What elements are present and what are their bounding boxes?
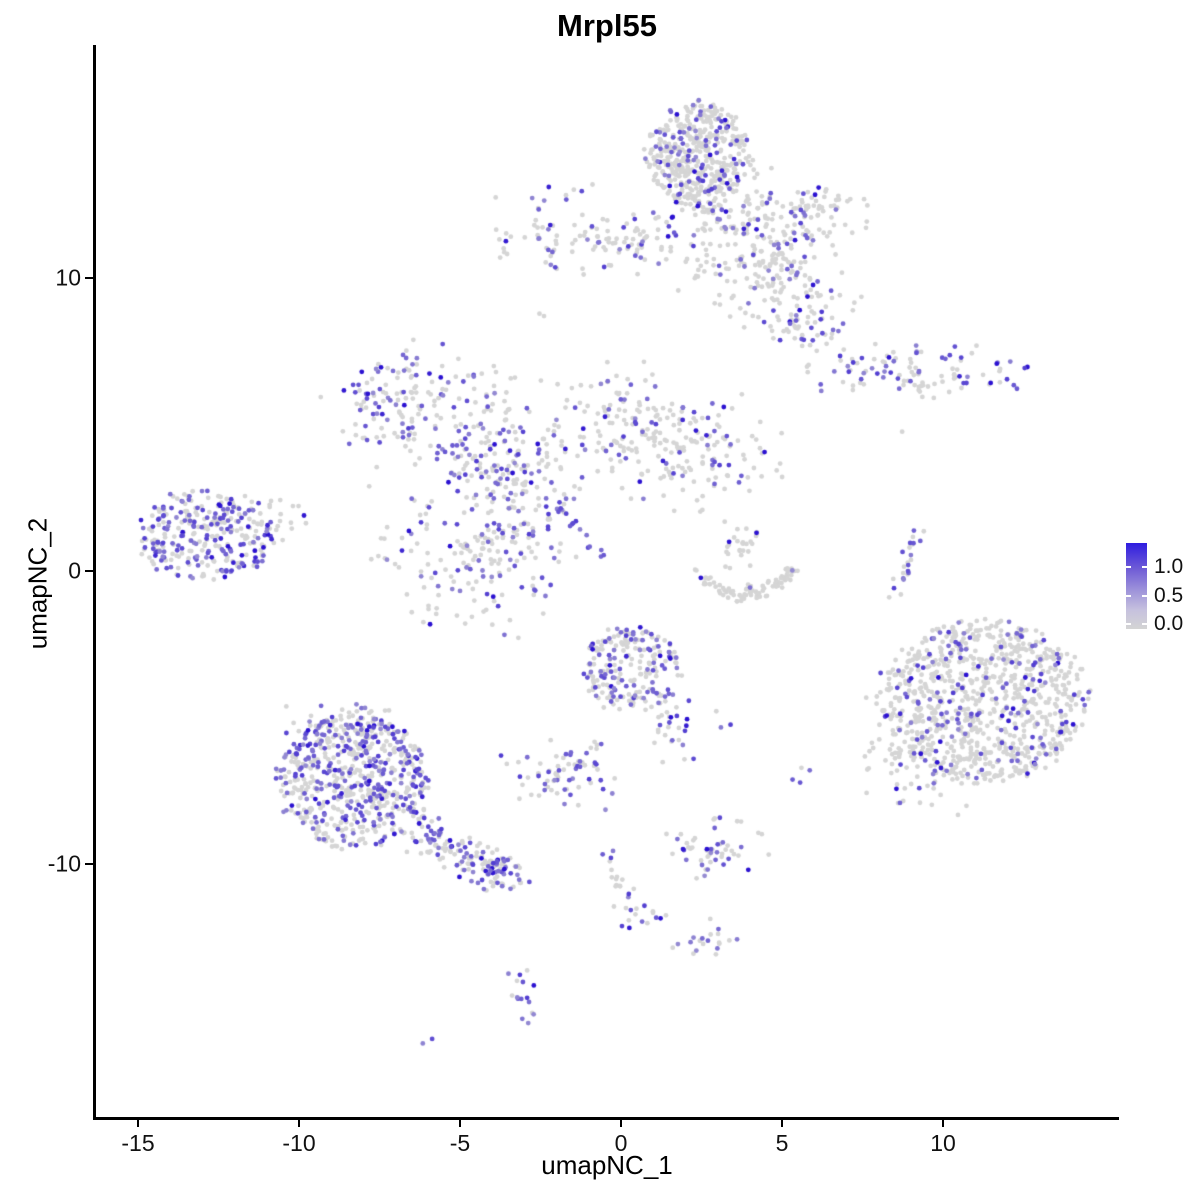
expression-colorbar-legend: 1.0 0.5 0.0 [1126, 543, 1200, 643]
colorbar-tick [1142, 595, 1147, 597]
x-tick-label: 10 [930, 1130, 956, 1156]
y-tick-label: -10 [47, 850, 81, 877]
legend-label: 0.0 [1154, 612, 1184, 635]
legend-label: 0.5 [1154, 584, 1184, 607]
x-tick-mark [459, 1119, 461, 1127]
colorbar-tick [1142, 566, 1147, 568]
y-axis-line [93, 45, 96, 1119]
y-tick-label: 0 [68, 557, 81, 584]
x-tick-label: -10 [282, 1130, 316, 1156]
y-tick-label: 10 [55, 264, 81, 291]
colorbar-tick [1142, 623, 1147, 625]
y-tick-mark [85, 570, 93, 572]
colorbar-tick [1126, 566, 1131, 568]
y-axis-title: umapNC_2 [22, 517, 53, 650]
page-title: Mrpl55 [557, 8, 657, 43]
x-axis-title: umapNC_1 [541, 1150, 673, 1180]
x-tick-mark [298, 1119, 300, 1127]
y-tick-mark [85, 863, 93, 865]
colorbar-tick [1126, 623, 1131, 625]
x-tick-mark [620, 1119, 622, 1127]
x-tick-mark [781, 1119, 783, 1127]
x-tick-label: 0 [614, 1130, 628, 1156]
legend-label: 1.0 [1154, 555, 1184, 578]
x-tick-mark [942, 1119, 944, 1127]
x-axis-line [93, 1117, 1119, 1120]
x-tick-mark [137, 1119, 139, 1127]
y-tick-mark [85, 277, 93, 279]
x-tick-label: -5 [449, 1130, 471, 1156]
x-tick-label: 5 [775, 1130, 789, 1156]
colorbar-tick [1126, 595, 1131, 597]
colorbar-gradient [1126, 543, 1147, 629]
x-tick-label: -15 [121, 1130, 155, 1156]
